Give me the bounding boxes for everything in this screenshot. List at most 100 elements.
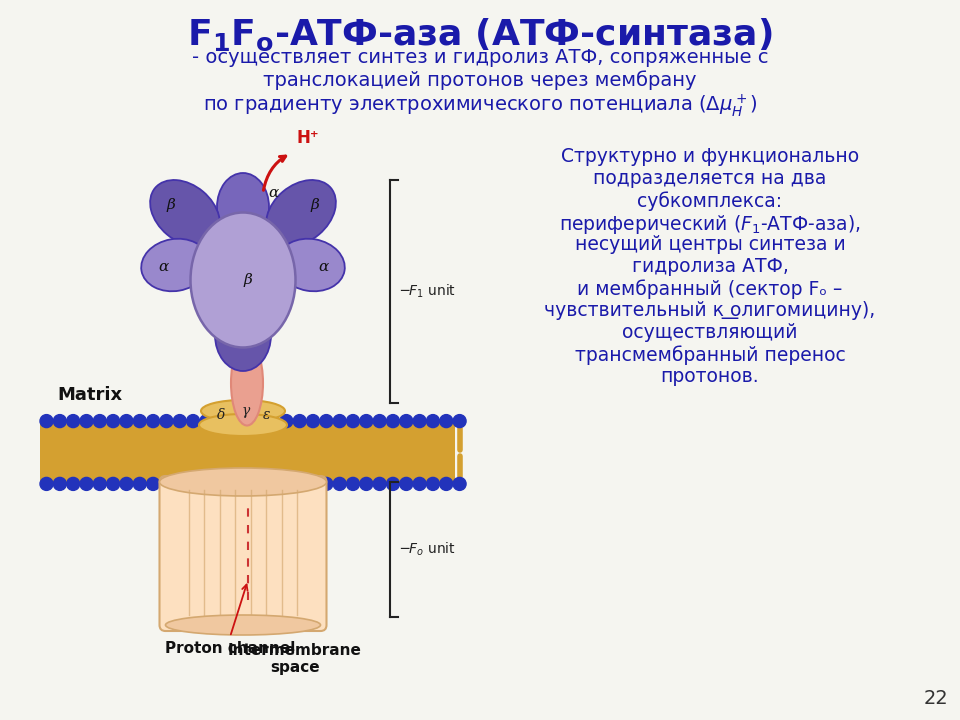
Text: α: α <box>157 260 168 274</box>
Circle shape <box>120 477 132 490</box>
Text: δ: δ <box>217 408 226 422</box>
Circle shape <box>413 415 426 428</box>
Ellipse shape <box>141 239 208 292</box>
Ellipse shape <box>201 400 285 422</box>
Circle shape <box>160 477 173 490</box>
Text: ─$F_1$ unit: ─$F_1$ unit <box>400 283 456 300</box>
Text: Intermembrane
space: Intermembrane space <box>228 643 362 675</box>
Circle shape <box>440 415 453 428</box>
Circle shape <box>227 415 240 428</box>
Text: - осуществляет синтез и гидролиз АТФ, сопряженные с: - осуществляет синтез и гидролиз АТФ, со… <box>192 48 768 67</box>
Circle shape <box>320 477 333 490</box>
Text: α: α <box>318 260 328 274</box>
Circle shape <box>306 477 320 490</box>
Ellipse shape <box>190 212 296 348</box>
Circle shape <box>293 477 306 490</box>
Text: H⁺: H⁺ <box>297 129 320 147</box>
Circle shape <box>93 415 107 428</box>
Text: β: β <box>244 273 252 287</box>
Circle shape <box>40 415 53 428</box>
Circle shape <box>347 415 359 428</box>
Text: $\mathbf{F_1F_o}$-АТФ-аза (АТФ-синтаза): $\mathbf{F_1F_o}$-АТФ-аза (АТФ-синтаза) <box>187 17 773 53</box>
Ellipse shape <box>159 468 326 496</box>
Circle shape <box>66 477 80 490</box>
Circle shape <box>173 415 186 428</box>
Circle shape <box>213 477 227 490</box>
Circle shape <box>200 415 213 428</box>
Circle shape <box>426 477 440 490</box>
Circle shape <box>40 477 53 490</box>
Text: транслокацией протонов через мембрану: транслокацией протонов через мембрану <box>263 70 697 90</box>
Circle shape <box>240 477 252 490</box>
Ellipse shape <box>199 414 287 436</box>
Circle shape <box>440 477 453 490</box>
Text: γ: γ <box>242 404 251 418</box>
Circle shape <box>333 415 347 428</box>
Circle shape <box>160 415 173 428</box>
Text: по градиенту электрохимического потенциала ($\Delta\mu_H^+$): по градиенту электрохимического потенциа… <box>203 92 757 119</box>
Circle shape <box>413 477 426 490</box>
Circle shape <box>147 415 159 428</box>
Ellipse shape <box>266 180 336 246</box>
Ellipse shape <box>217 173 269 241</box>
Circle shape <box>280 477 293 490</box>
Circle shape <box>147 477 159 490</box>
Circle shape <box>107 415 120 428</box>
Circle shape <box>80 415 93 428</box>
Circle shape <box>93 477 107 490</box>
Circle shape <box>120 415 132 428</box>
Text: α: α <box>268 186 278 200</box>
Circle shape <box>54 477 66 490</box>
Circle shape <box>227 477 240 490</box>
Text: ε: ε <box>263 408 271 422</box>
Ellipse shape <box>150 180 220 246</box>
Ellipse shape <box>277 239 345 292</box>
Circle shape <box>186 477 200 490</box>
Circle shape <box>360 477 372 490</box>
Text: чувствительный к ͟oлигомицину),: чувствительный к ͟oлигомицину), <box>544 301 876 320</box>
Text: подразделяется на два: подразделяется на два <box>593 169 827 188</box>
Ellipse shape <box>215 299 271 371</box>
Text: несущий центры синтеза и: несущий центры синтеза и <box>575 235 846 254</box>
Bar <box>40 423 455 482</box>
Circle shape <box>280 415 293 428</box>
Circle shape <box>387 477 399 490</box>
Text: субкомплекса:: субкомплекса: <box>637 191 782 211</box>
Circle shape <box>267 415 279 428</box>
Circle shape <box>80 477 93 490</box>
Circle shape <box>66 415 80 428</box>
Text: Matrix: Matrix <box>58 386 123 404</box>
Circle shape <box>333 477 347 490</box>
Circle shape <box>253 477 266 490</box>
Text: 22: 22 <box>924 689 948 708</box>
Text: Proton channel: Proton channel <box>165 641 295 656</box>
Circle shape <box>320 415 333 428</box>
Text: протонов.: протонов. <box>660 367 759 386</box>
Circle shape <box>453 477 466 490</box>
Circle shape <box>293 415 306 428</box>
Circle shape <box>107 477 120 490</box>
Circle shape <box>373 415 386 428</box>
Circle shape <box>213 415 227 428</box>
Circle shape <box>54 415 66 428</box>
Circle shape <box>173 477 186 490</box>
Circle shape <box>306 415 320 428</box>
Circle shape <box>200 477 213 490</box>
Circle shape <box>347 477 359 490</box>
Text: трансмембранный перенос: трансмембранный перенос <box>575 345 846 365</box>
Ellipse shape <box>231 341 263 426</box>
Circle shape <box>133 477 146 490</box>
Circle shape <box>133 415 146 428</box>
Circle shape <box>240 415 252 428</box>
Circle shape <box>360 415 372 428</box>
Text: β: β <box>167 198 176 212</box>
Circle shape <box>453 415 466 428</box>
Ellipse shape <box>165 615 321 635</box>
Text: периферический ($F_1$-АТФ-аза),: периферический ($F_1$-АТФ-аза), <box>560 213 861 236</box>
Circle shape <box>253 415 266 428</box>
Circle shape <box>373 477 386 490</box>
Circle shape <box>426 415 440 428</box>
Circle shape <box>387 415 399 428</box>
Circle shape <box>399 477 413 490</box>
Text: и мембранный (сектор Fₒ –: и мембранный (сектор Fₒ – <box>577 279 843 299</box>
